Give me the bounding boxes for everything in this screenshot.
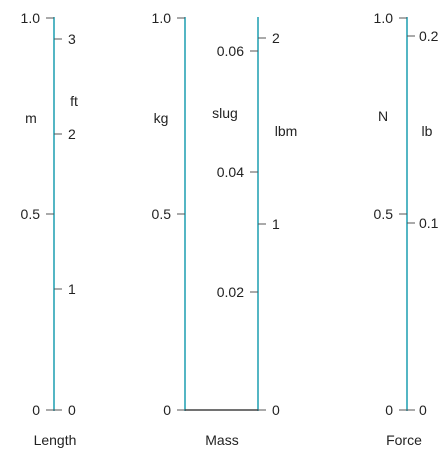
force-n-label-1: 1.0 [374, 10, 394, 26]
length-ft-label-0: 0 [68, 402, 76, 418]
mass-kg-label-1: 1.0 [152, 10, 172, 26]
length-panel: 1.0 0.5 0 3 2 1 0 m ft Length [21, 10, 78, 448]
mass-lbm-label-2: 2 [272, 30, 280, 46]
force-panel: 1.0 0.5 0 0.2 0.1 0 N lb Force [374, 10, 439, 448]
mass-panel-title: Mass [205, 432, 238, 448]
force-left-unit-label: N [378, 108, 388, 124]
mass-panel: 1.0 0.5 0 0.06 0.04 0.02 2 1 0 kg slug l… [152, 10, 298, 448]
mass-kg-label-0: 0 [163, 402, 171, 418]
length-m-label-0: 0 [32, 402, 40, 418]
mass-slug-label-004: 0.04 [217, 164, 244, 180]
force-panel-title: Force [386, 432, 422, 448]
force-n-label-0: 0 [385, 402, 393, 418]
mass-kg-label-05: 0.5 [152, 206, 172, 222]
mass-slug-label-002: 0.02 [217, 284, 244, 300]
length-right-unit-label: ft [70, 93, 78, 109]
force-right-unit-label: lb [422, 123, 433, 139]
mass-middle-unit-label: slug [212, 105, 238, 121]
length-ft-label-1: 1 [68, 281, 76, 297]
force-lb-label-01: 0.1 [419, 215, 439, 231]
force-lb-label-0: 0 [419, 402, 427, 418]
mass-left-unit-label: kg [154, 110, 169, 126]
mass-lbm-label-0: 0 [272, 402, 280, 418]
force-n-label-05: 0.5 [374, 206, 394, 222]
length-panel-title: Length [34, 432, 77, 448]
force-lb-label-02: 0.2 [419, 28, 439, 44]
length-left-unit-label: m [25, 110, 37, 126]
length-m-label-1: 1.0 [21, 10, 41, 26]
length-ft-label-3: 3 [68, 31, 76, 47]
mass-right-unit-label: lbm [275, 123, 298, 139]
length-m-label-05: 0.5 [21, 206, 41, 222]
length-ft-label-2: 2 [68, 126, 76, 142]
mass-lbm-label-1: 1 [272, 216, 280, 232]
mass-slug-label-006: 0.06 [217, 43, 244, 59]
